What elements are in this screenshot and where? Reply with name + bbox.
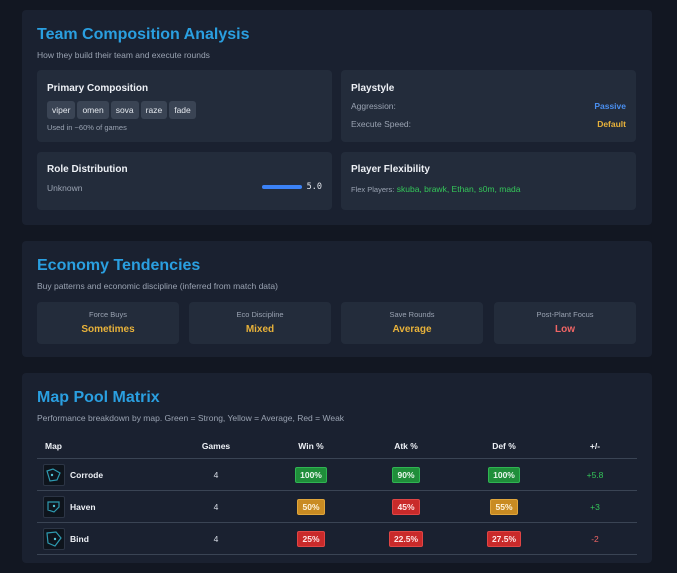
col-header-plus-minus[interactable]: +/- bbox=[553, 434, 637, 459]
economy-section: Economy Tendencies Buy patterns and econ… bbox=[22, 241, 652, 357]
map-pool-section: Map Pool Matrix Performance breakdown by… bbox=[22, 373, 652, 563]
def-cell: 55% bbox=[455, 490, 553, 523]
aggression-value: Passive bbox=[594, 101, 626, 111]
atk-pill: 90% bbox=[392, 466, 420, 483]
agent-tag: raze bbox=[140, 101, 168, 119]
team-composition-title: Team Composition Analysis bbox=[37, 26, 250, 43]
map-cell: Haven bbox=[37, 490, 167, 523]
map-name: Corrode bbox=[70, 469, 104, 480]
plus-minus-value: -2 bbox=[591, 533, 599, 544]
def-pill: 55% bbox=[490, 498, 518, 515]
win-pill: 50% bbox=[297, 498, 325, 515]
player-flexibility-title: Player Flexibility bbox=[351, 164, 430, 175]
win-cell: 100% bbox=[265, 458, 357, 491]
force-buys-label: Force Buys bbox=[89, 310, 127, 319]
role-name: Unknown bbox=[47, 183, 83, 193]
execute-speed-value: Default bbox=[597, 119, 626, 129]
map-name: Bind bbox=[70, 533, 89, 544]
post-plant-focus-card: Post-Plant Focus Low bbox=[494, 302, 636, 344]
force-buys-value: Sometimes bbox=[81, 324, 135, 335]
flex-players-row: Flex Players: skuba, brawk, Ethan, s0m, … bbox=[351, 184, 521, 194]
playstyle-title: Playstyle bbox=[351, 83, 395, 94]
map-thumbnail-icon bbox=[43, 527, 65, 550]
primary-composition-card: Primary Composition viper omen sova raze fad… bbox=[37, 70, 332, 142]
flex-players-label: Flex Players: bbox=[351, 185, 395, 194]
map-thumbnail-icon bbox=[43, 495, 65, 518]
map-cell: Corrode bbox=[37, 458, 167, 491]
eco-discipline-card: Eco Discipline Mixed bbox=[189, 302, 331, 344]
table-row[interactable]: Bind 4 25% 22.5% 27.5% -2 bbox=[37, 522, 637, 555]
atk-pill: 22.5% bbox=[388, 530, 424, 547]
role-bar-fill bbox=[262, 185, 302, 189]
table-row[interactable]: Haven 4 50% 45% 55% +3 bbox=[37, 490, 637, 523]
plus-minus-value: +5.8 bbox=[586, 469, 604, 480]
agent-tag: viper bbox=[47, 101, 76, 119]
win-cell: 25% bbox=[265, 522, 357, 555]
map-pool-subtitle: Performance breakdown by map. Green = St… bbox=[37, 413, 345, 423]
win-cell: 50% bbox=[265, 490, 357, 523]
flex-players-list: skuba, brawk, Ethan, s0m, mada bbox=[396, 184, 521, 194]
agent-tag: fade bbox=[169, 101, 196, 119]
plus-minus-cell: -2 bbox=[553, 522, 637, 555]
composition-usage-text: Used in ~60% of games bbox=[47, 123, 127, 132]
map-thumbnail-icon bbox=[43, 463, 65, 486]
eco-discipline-value: Mixed bbox=[245, 324, 275, 335]
games-cell: 4 bbox=[167, 522, 265, 555]
col-header-map[interactable]: Map bbox=[37, 434, 167, 459]
force-buys-card: Force Buys Sometimes bbox=[37, 302, 179, 344]
games-cell: 4 bbox=[167, 490, 265, 523]
eco-discipline-label: Eco Discipline bbox=[236, 310, 284, 319]
map-cell: Bind bbox=[37, 522, 167, 555]
player-flexibility-card: Player Flexibility Flex Players: skuba, … bbox=[341, 152, 636, 210]
save-rounds-card: Save Rounds Average bbox=[341, 302, 483, 344]
plus-minus-cell: +3 bbox=[553, 490, 637, 523]
agent-tag-list: viper omen sova raze fade bbox=[47, 100, 198, 119]
aggression-label: Aggression: bbox=[351, 101, 396, 111]
col-header-def[interactable]: Def % bbox=[455, 434, 553, 459]
col-header-win[interactable]: Win % bbox=[265, 434, 357, 459]
team-composition-section: Team Composition Analysis How they build… bbox=[22, 10, 652, 225]
def-pill: 100% bbox=[488, 466, 520, 483]
agent-tag: sova bbox=[110, 101, 139, 119]
win-pill: 100% bbox=[295, 466, 327, 483]
primary-composition-title: Primary Composition bbox=[47, 83, 149, 94]
plus-minus-value: +3 bbox=[590, 501, 600, 512]
execute-speed-label: Execute Speed: bbox=[351, 119, 412, 129]
team-composition-subtitle: How they build their team and execute ro… bbox=[37, 50, 210, 60]
save-rounds-label: Save Rounds bbox=[389, 310, 435, 319]
economy-subtitle: Buy patterns and economic discipline (in… bbox=[37, 281, 278, 291]
col-header-atk[interactable]: Atk % bbox=[357, 434, 455, 459]
games-cell: 4 bbox=[167, 458, 265, 491]
atk-cell: 45% bbox=[357, 490, 455, 523]
save-rounds-value: Average bbox=[392, 324, 432, 335]
economy-title: Economy Tendencies bbox=[37, 257, 201, 274]
playstyle-card: Playstyle Aggression: Passive Execute Sp… bbox=[341, 70, 636, 142]
role-distribution-title: Role Distribution bbox=[47, 164, 128, 175]
def-pill: 27.5% bbox=[486, 530, 522, 547]
role-distribution-card: Role Distribution Unknown 5.0 bbox=[37, 152, 332, 210]
table-header-row: Map Games Win % Atk % Def % +/- bbox=[37, 434, 637, 459]
def-cell: 27.5% bbox=[455, 522, 553, 555]
post-plant-focus-value: Low bbox=[555, 324, 575, 335]
atk-cell: 22.5% bbox=[357, 522, 455, 555]
role-bar-track bbox=[262, 185, 302, 189]
col-header-games[interactable]: Games bbox=[167, 434, 265, 459]
post-plant-focus-label: Post-Plant Focus bbox=[536, 310, 594, 319]
atk-cell: 90% bbox=[357, 458, 455, 491]
map-name: Haven bbox=[70, 501, 96, 512]
map-pool-title: Map Pool Matrix bbox=[37, 389, 160, 406]
agent-tag: omen bbox=[77, 101, 109, 119]
def-cell: 100% bbox=[455, 458, 553, 491]
win-pill: 25% bbox=[297, 530, 325, 547]
map-pool-table: Map Games Win % Atk % Def % +/- Corrode … bbox=[37, 434, 637, 555]
plus-minus-cell: +5.8 bbox=[553, 458, 637, 491]
table-row[interactable]: Corrode 4 100% 90% 100% +5.8 bbox=[37, 458, 637, 491]
role-value: 5.0 bbox=[306, 182, 322, 192]
atk-pill: 45% bbox=[392, 498, 420, 515]
